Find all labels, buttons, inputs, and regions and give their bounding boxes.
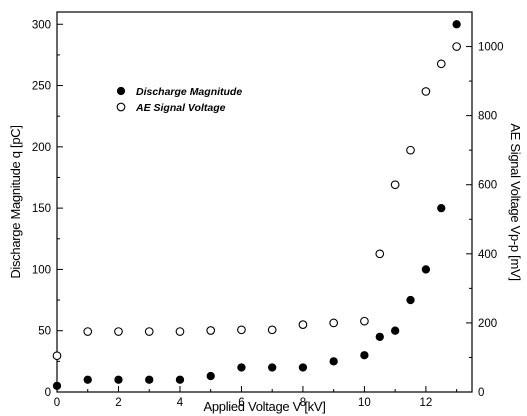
discharge-magnitude-point (390, 326, 400, 335)
ae-signal-voltage-point (83, 327, 93, 336)
ae-signal-voltage-point (329, 318, 339, 328)
ae-signal-voltage-point (421, 87, 431, 96)
right-y-tick-label: 600 (478, 180, 497, 192)
ae-signal-voltage-point (237, 325, 246, 335)
right-y-tick-label: 0 (478, 387, 484, 399)
discharge-magnitude-point (406, 295, 415, 305)
legend-marker-ae-signal (116, 102, 126, 112)
right-axis-ticks: 0 200 400 600 800 1000 (466, 42, 504, 399)
ae-signal-voltage-point (144, 327, 154, 336)
x-tick-label: 6 (238, 397, 244, 409)
right-y-tick-label: 400 (478, 249, 497, 261)
ae-signal-voltage-point (390, 180, 400, 190)
discharge-magnitude-point (360, 351, 369, 360)
legend: Discharge Magnitude AE Signal Voltage (116, 86, 242, 114)
discharge-magnitude-point (145, 375, 154, 384)
ae-signal-voltage-point (206, 326, 216, 335)
ae-signal-voltage-point (375, 249, 385, 259)
x-axis-ticks: 0 2 4 6 8 10 12 (54, 386, 458, 409)
discharge-magnitude-point (298, 363, 308, 372)
data-points (52, 20, 461, 391)
discharge-magnitude-point (52, 381, 62, 391)
left-y-tick-label: 250 (32, 81, 51, 93)
left-y-tick-label: 0 (45, 387, 51, 399)
discharge-magnitude-point (268, 363, 277, 372)
ae-signal-voltage-point (52, 351, 62, 361)
discharge-magnitude-point (437, 203, 446, 213)
discharge-magnitude-point (452, 20, 461, 29)
legend-label-ae-signal: AE Signal Voltage (135, 102, 226, 114)
x-tick-label: 0 (54, 397, 60, 409)
ae-signal-voltage-point (436, 59, 446, 69)
left-y-tick-label: 200 (32, 142, 51, 154)
discharge-magnitude-point (329, 357, 338, 366)
discharge-magnitude-point (421, 265, 431, 274)
ae-signal-voltage-point (360, 316, 369, 326)
left-axis-ticks: 0 50 100 150 200 250 300 (32, 19, 63, 399)
discharge-magnitude-point (237, 363, 246, 372)
legend-marker-discharge (116, 86, 126, 96)
discharge-magnitude-point (175, 375, 185, 384)
ae-signal-voltage-point (267, 325, 277, 335)
ae-signal-voltage-point (114, 327, 123, 336)
ae-signal-voltage-point (452, 42, 461, 51)
discharge-magnitude-point (206, 371, 215, 381)
x-tick-label: 2 (115, 397, 121, 409)
x-tick-label: 8 (300, 397, 306, 409)
ae-signal-voltage-point (298, 320, 308, 329)
discharge-magnitude-point (375, 332, 384, 341)
x-tick-label: 10 (358, 397, 371, 409)
left-y-tick-label: 100 (32, 264, 51, 276)
x-tick-label: 12 (419, 397, 432, 409)
left-y-tick-label: 50 (38, 326, 51, 338)
left-y-axis-title: Discharge Magnitude q [pC] (8, 125, 23, 278)
left-y-tick-label: 150 (32, 203, 51, 215)
right-y-tick-label: 200 (478, 318, 497, 330)
plot-frame (56, 11, 473, 393)
x-axis-title: Applied Voltage V [kV] (203, 399, 325, 414)
legend-label-discharge: Discharge Magnitude (136, 86, 242, 98)
discharge-magnitude-point (83, 375, 92, 384)
discharge-magnitude-point (114, 375, 123, 384)
right-y-axis-title: AE Signal Voltage Vp-p [mV] (508, 123, 523, 280)
ae-signal-voltage-point (406, 145, 415, 155)
ae-signal-voltage-point (175, 327, 185, 336)
right-y-tick-label: 800 (478, 111, 497, 123)
x-tick-label: 4 (177, 397, 184, 409)
plot-area-border (56, 11, 473, 393)
left-y-tick-label: 300 (32, 19, 51, 31)
right-y-tick-label: 1000 (478, 42, 504, 54)
